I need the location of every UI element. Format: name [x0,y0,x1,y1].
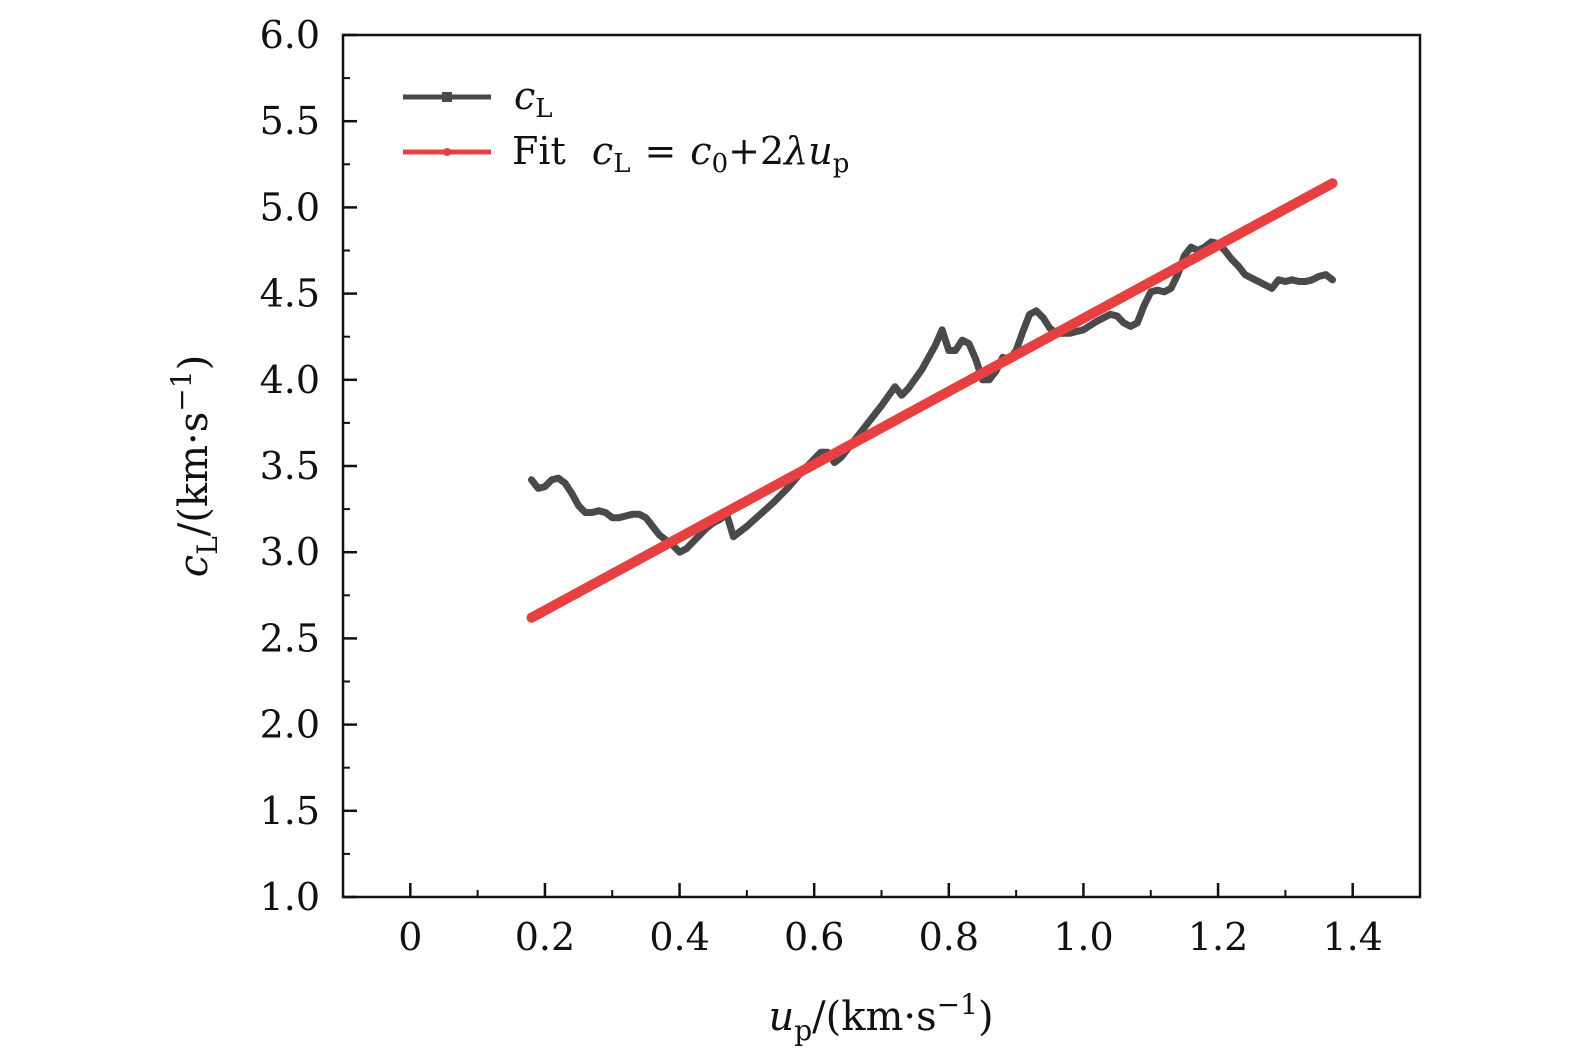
legend-label-cl: cL [514,74,553,124]
legend-label-fit: Fit cL = c0+2λup [512,129,849,179]
y-axis-ticks: 1.0 1.5 2.0 2.5 3.0 3.5 4.0 4.5 5.0 5.5 6.0 [260,13,357,919]
plot-frame [341,33,1422,899]
x-tick-label: 0 [398,915,422,959]
y-tick-label: 4.5 [260,272,320,316]
legend-marker-fit [443,148,451,156]
series-fit-line [526,178,1338,623]
y-tick-label: 6.0 [260,13,320,57]
y-tick-label: 3.0 [260,530,320,574]
y-tick-label: 1.0 [260,875,320,919]
x-tick-label: 0.6 [784,915,844,959]
x-axis-title: up/(km·s−1) [768,988,993,1047]
y-tick-label: 3.5 [260,444,320,488]
y-tick-label: 2.0 [260,703,320,747]
y-tick-label: 1.5 [260,789,320,833]
x-tick-label: 0.2 [515,915,575,959]
x-axis-ticks: 0 0.2 0.4 0.6 0.8 1.0 1.2 1.4 [398,883,1383,959]
legend: cL Fit cL = c0+2λup [403,74,849,179]
y-tick-label: 5.0 [260,185,320,229]
y-tick-label: 4.0 [260,358,320,402]
y-tick-label: 2.5 [260,616,320,660]
x-tick-label: 0.8 [919,915,979,959]
y-tick-label: 5.5 [260,99,320,143]
y-axis-title: cL/(km·s−1) [165,355,224,577]
x-tick-label: 0.4 [649,915,709,959]
x-tick-label: 1.4 [1322,915,1382,959]
legend-marker-cl [442,92,452,102]
x-tick-label: 1.0 [1053,915,1113,959]
x-tick-label: 1.2 [1188,915,1248,959]
series-layer [526,178,1338,623]
